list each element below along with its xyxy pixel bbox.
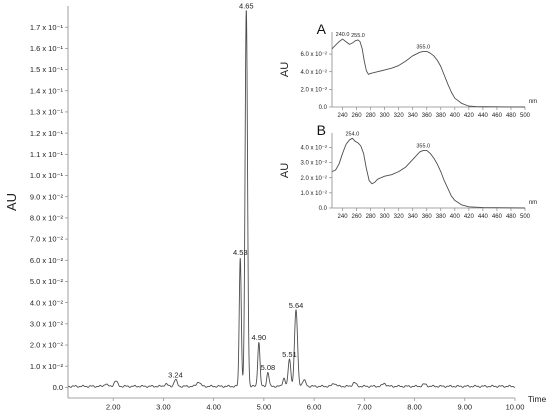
x-axis-title: nm bbox=[529, 200, 537, 206]
x-tick-label: 360 bbox=[422, 113, 433, 119]
chart-panel-main: 0.0 1.0 x 10⁻² 2.0 x 10⁻² 3.0 x 10⁻² 4.0 x 1… bbox=[4, 1, 547, 411]
peak-label: 254.0 bbox=[345, 131, 359, 137]
x-tick-label: 380 bbox=[436, 214, 447, 220]
x-tick-label: 460 bbox=[492, 214, 503, 220]
y-tick-label: 6.0 x 10⁻² bbox=[30, 256, 64, 265]
x-tick-label: 480 bbox=[506, 113, 517, 119]
y-tick-label: 5.0 x 10⁻² bbox=[30, 277, 64, 286]
x-tick-label: 320 bbox=[394, 214, 405, 220]
x-tick-label: 500 bbox=[520, 214, 531, 220]
peak-label: 4.90 bbox=[252, 333, 267, 342]
x-axis-title: nm bbox=[529, 99, 537, 105]
x-tick-label: 440 bbox=[478, 113, 489, 119]
x-tick-label: 460 bbox=[492, 113, 503, 119]
y-tick-label: 1.1 x 10⁻¹ bbox=[30, 150, 64, 159]
y-tick-label: 1.0 x 10⁻¹ bbox=[30, 171, 64, 180]
panel-letter: A bbox=[317, 21, 327, 37]
x-tick-label: 500 bbox=[520, 113, 531, 119]
y-tick-label: 1.7 x 10⁻¹ bbox=[30, 23, 64, 32]
x-tick-label: 9.00 bbox=[457, 403, 472, 412]
y-tick-label: 6.0 x 10⁻² bbox=[300, 52, 327, 58]
peak-label: 4.65 bbox=[239, 1, 254, 10]
y-tick-label: 1.2 x 10⁻¹ bbox=[30, 129, 64, 138]
y-tick-label: 1.4 x 10⁻¹ bbox=[30, 86, 64, 95]
y-tick-label: 1.6 x 10⁻¹ bbox=[30, 44, 64, 53]
x-tick-label: 6.00 bbox=[307, 403, 322, 412]
x-tick-label: 360 bbox=[422, 214, 433, 220]
x-tick-label: 260 bbox=[352, 214, 363, 220]
x-tick-label: 240 bbox=[338, 113, 349, 119]
x-tick-label: 260 bbox=[352, 113, 363, 119]
x-tick-label: 240 bbox=[338, 214, 349, 220]
y-tick-label: 7.0 x 10⁻² bbox=[30, 235, 64, 244]
x-tick-label: 5.00 bbox=[257, 403, 272, 412]
peak-label: 355.0 bbox=[416, 44, 430, 50]
x-tick-label: 8.00 bbox=[407, 403, 422, 412]
y-tick-label: 4.0 x 10⁻² bbox=[30, 298, 64, 307]
panel-letter: B bbox=[317, 122, 326, 138]
y-tick-label: 0.0 bbox=[319, 105, 328, 111]
y-tick-label: 3.0 x 10⁻² bbox=[30, 319, 64, 328]
y-axis-title: AU bbox=[4, 193, 19, 211]
x-tick-label: 2.00 bbox=[106, 403, 121, 412]
y-tick-label: 1.5 x 10⁻¹ bbox=[30, 65, 64, 74]
peak-label: 5.51 bbox=[282, 350, 297, 359]
x-tick-label: 3.00 bbox=[156, 403, 171, 412]
x-tick-label: 420 bbox=[464, 214, 475, 220]
x-tick-label: 400 bbox=[450, 113, 461, 119]
y-tick-label: 1.0 x 10⁻² bbox=[300, 191, 327, 197]
peak-label: 355.0 bbox=[416, 143, 430, 149]
x-tick-label: 7.00 bbox=[357, 403, 372, 412]
peak-label: 5.08 bbox=[261, 363, 276, 372]
x-axis-title: Time bbox=[528, 394, 547, 404]
x-tick-label: 400 bbox=[450, 214, 461, 220]
y-tick-label: 4.0 x 10⁻² bbox=[300, 70, 327, 76]
y-tick-label: 9.0 x 10⁻² bbox=[30, 192, 64, 201]
series-line bbox=[331, 38, 526, 108]
peak-label: 255.0 bbox=[351, 33, 365, 39]
y-tick-label: 0.0 bbox=[319, 206, 328, 212]
x-tick-label: 380 bbox=[436, 113, 447, 119]
x-tick-label: 300 bbox=[380, 214, 391, 220]
x-tick-label: 340 bbox=[408, 113, 419, 119]
peak-label: 4.53 bbox=[233, 248, 248, 257]
y-axis-title: AU bbox=[279, 163, 291, 178]
peak-label: 5.64 bbox=[289, 301, 304, 310]
x-tick-label: 10.00 bbox=[506, 403, 525, 412]
x-tick-label: 4.00 bbox=[206, 403, 221, 412]
x-tick-label: 320 bbox=[394, 113, 405, 119]
y-tick-label: 2.0 x 10⁻² bbox=[300, 176, 327, 182]
y-tick-label: 8.0 x 10⁻² bbox=[30, 214, 64, 223]
y-axis-title: AU bbox=[279, 62, 291, 77]
y-tick-label: 2.0 x 10⁻² bbox=[300, 87, 327, 93]
series-line bbox=[331, 137, 526, 209]
chart-panel-b: 0.0 1.0 x 10⁻² 2.0 x 10⁻² 3.0 x 10⁻² 4.0 x 1… bbox=[279, 122, 537, 220]
y-tick-label: 4.0 x 10⁻² bbox=[300, 145, 327, 151]
x-tick-label: 300 bbox=[380, 113, 391, 119]
x-tick-label: 280 bbox=[366, 113, 377, 119]
y-tick-label: 3.0 x 10⁻² bbox=[300, 161, 327, 167]
x-tick-label: 340 bbox=[408, 214, 419, 220]
peak-label: 240.0 bbox=[336, 32, 350, 38]
x-tick-label: 440 bbox=[478, 214, 489, 220]
y-tick-label: 2.0 x 10⁻² bbox=[30, 341, 64, 350]
y-tick-label: 1.3 x 10⁻¹ bbox=[30, 108, 64, 117]
x-tick-label: 280 bbox=[366, 214, 377, 220]
y-tick-label: 0.0 bbox=[53, 383, 63, 392]
peak-label: 3.24 bbox=[168, 371, 183, 380]
series-line bbox=[67, 10, 516, 388]
x-tick-label: 480 bbox=[506, 214, 517, 220]
y-tick-label: 1.0 x 10⁻² bbox=[30, 362, 64, 371]
x-tick-label: 420 bbox=[464, 113, 475, 119]
